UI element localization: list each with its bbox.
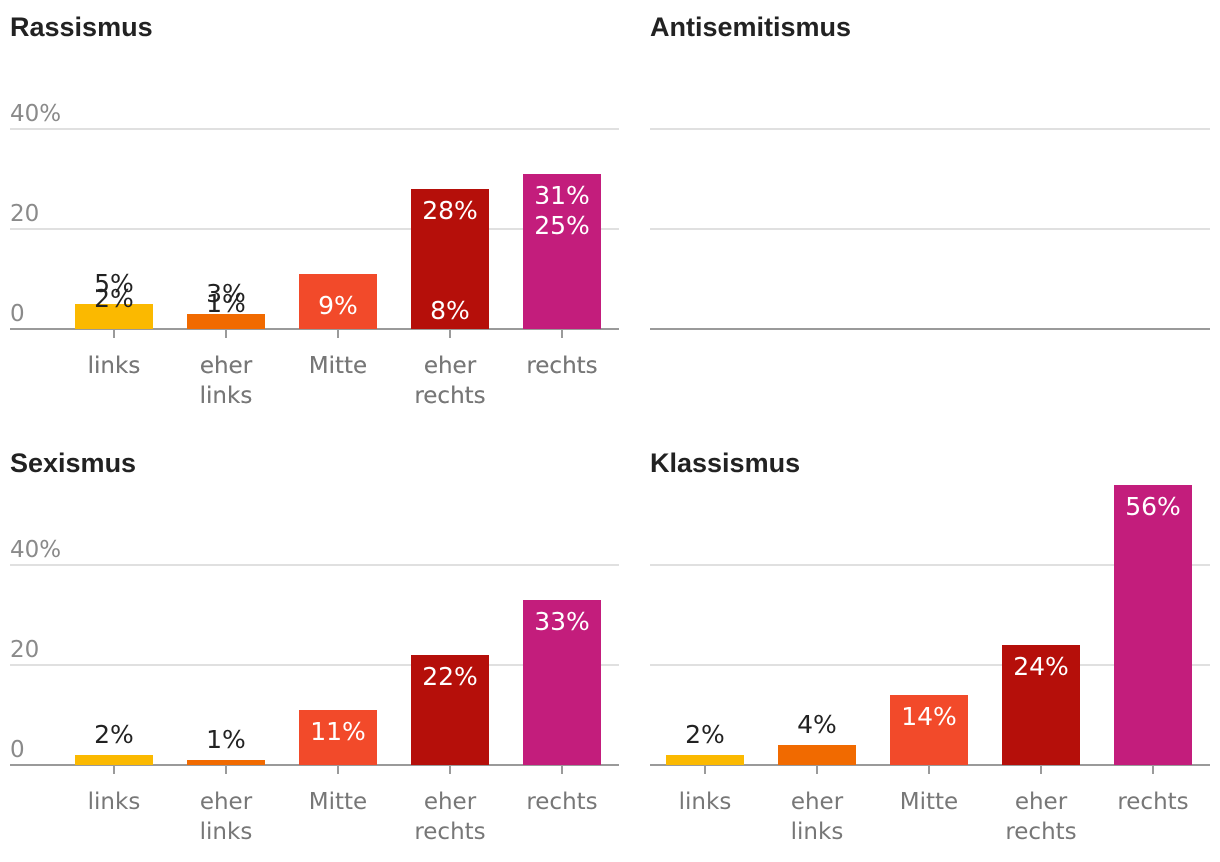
- x-tick-label: Mitte: [309, 789, 367, 815]
- x-tick-label: rechts: [414, 819, 485, 845]
- data-label: 1%: [206, 725, 246, 754]
- bar: [1114, 485, 1192, 765]
- bar: [75, 755, 153, 765]
- y-tick-label: 20: [10, 637, 39, 663]
- x-tick-label: eher: [1015, 789, 1068, 815]
- x-tick-label: rechts: [526, 353, 597, 379]
- data-label: 9%: [318, 291, 358, 320]
- x-tick-label: Mitte: [309, 353, 367, 379]
- data-label: 11%: [310, 717, 366, 746]
- y-tick-label: 0: [10, 737, 25, 763]
- y-tick-label: 0: [10, 301, 25, 327]
- bar: [187, 760, 265, 765]
- x-tick-label: links: [791, 819, 844, 845]
- x-tick-label: eher: [424, 353, 477, 379]
- bar: [411, 289, 489, 329]
- x-tick-label: rechts: [526, 353, 597, 379]
- data-label: 5%: [94, 269, 134, 298]
- chart-title: Antisemitismus: [650, 12, 851, 42]
- y-tick-label: 40%: [10, 537, 61, 563]
- x-tick-label: links: [88, 789, 141, 815]
- data-label: 2%: [685, 720, 725, 749]
- x-tick-label: links: [200, 383, 253, 409]
- x-tick-label: rechts: [526, 789, 597, 815]
- bar: [411, 655, 489, 765]
- x-tick-label: rechts: [1005, 819, 1076, 845]
- data-label: 2%: [94, 720, 134, 749]
- chart-panel-antisemitismus: Antisemitismus 2% links 3% eher links 9% Mitte…: [75, 12, 1210, 409]
- y-tick-label: 20: [10, 201, 39, 227]
- x-tick-label: links: [679, 789, 732, 815]
- bar: [778, 745, 856, 765]
- x-tick-label: links: [200, 383, 253, 409]
- data-label: 22%: [422, 662, 478, 691]
- data-label: 2%: [94, 284, 134, 313]
- data-label: 56%: [1125, 492, 1181, 521]
- data-label: 4%: [797, 710, 837, 739]
- bar: [299, 710, 377, 765]
- x-tick-label: Mitte: [900, 789, 958, 815]
- data-label: 8%: [430, 296, 470, 325]
- x-tick-label: rechts: [1117, 789, 1188, 815]
- x-tick-label: eher: [200, 789, 253, 815]
- y-tick-label: 40%: [10, 101, 61, 127]
- bar: [187, 314, 265, 329]
- bar: [523, 204, 601, 329]
- chart-title: Rassismus: [10, 12, 153, 42]
- chart-title: Sexismus: [10, 448, 136, 478]
- data-label: 3%: [206, 279, 246, 308]
- chart-title: Klassismus: [650, 448, 800, 478]
- bar: [1002, 645, 1080, 765]
- x-tick-label: links: [88, 353, 141, 379]
- data-label: 1%: [206, 289, 246, 318]
- x-tick-label: eher: [424, 353, 477, 379]
- chart-panel-sexismus: Sexismus 0 20 40% 2% links 1% eher links 11% Mitt…: [10, 448, 619, 845]
- chart-panel-klassismus: Klassismus 2% links 4% eher links 14% Mitte 24%…: [650, 448, 1210, 845]
- x-tick-label: rechts: [414, 383, 485, 409]
- x-tick-label: eher: [200, 353, 253, 379]
- bar: [75, 319, 153, 329]
- data-label: 24%: [1013, 652, 1069, 681]
- data-label: 25%: [534, 211, 590, 240]
- x-tick-label: eher: [424, 789, 477, 815]
- bar: [299, 284, 377, 329]
- bar: [666, 755, 744, 765]
- x-tick-label: eher: [791, 789, 844, 815]
- x-tick-label: rechts: [414, 383, 485, 409]
- data-label: 14%: [901, 702, 957, 731]
- x-tick-label: Mitte: [309, 353, 367, 379]
- x-tick-label: links: [200, 819, 253, 845]
- bar: [890, 695, 968, 765]
- data-label: 33%: [534, 607, 590, 636]
- data-label: 28%: [422, 196, 478, 225]
- x-tick-label: eher: [200, 353, 253, 379]
- bar: [523, 600, 601, 765]
- x-tick-label: links: [88, 353, 141, 379]
